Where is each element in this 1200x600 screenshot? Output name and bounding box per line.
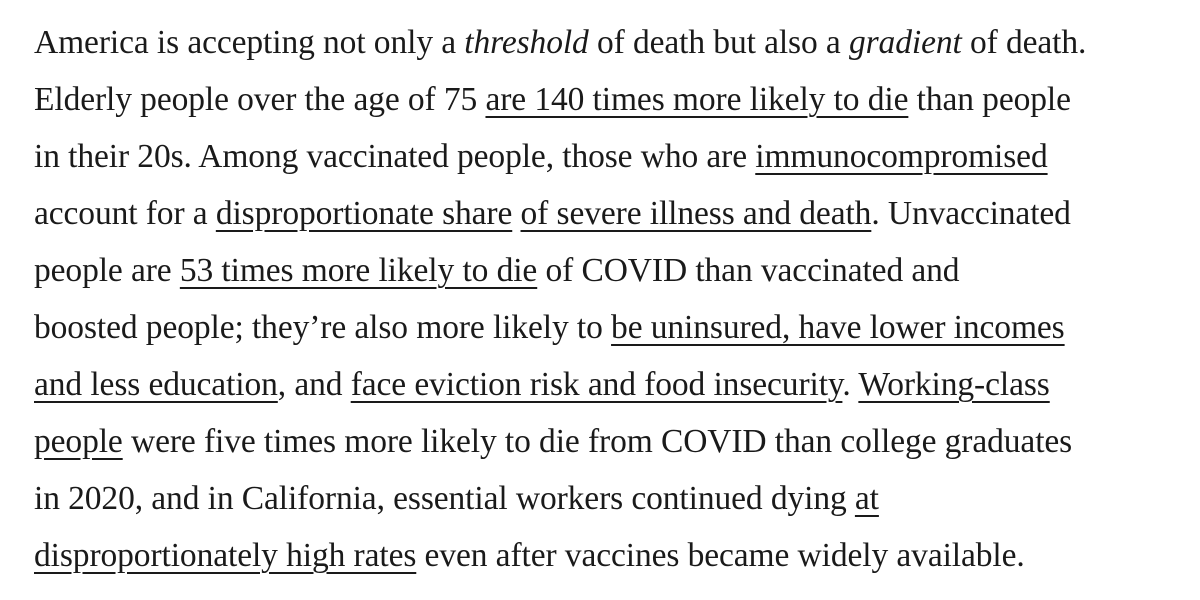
link-eviction-food-insecurity[interactable]: face eviction risk and food insecurity	[350, 366, 843, 403]
text-segment: Elderly people over the age of 75	[34, 81, 486, 118]
text-segment: America is accepting not only a	[34, 24, 465, 61]
text-segment: in 2020, and in California, essential wo…	[34, 480, 855, 517]
text-segment: than people	[908, 81, 1071, 118]
text-line: America is accepting not only a threshol…	[34, 14, 1194, 71]
link-uninsured-lower-incomes[interactable]: be uninsured, have lower incomes	[611, 309, 1065, 346]
text-segment: people are	[34, 252, 180, 289]
emphasis-gradient: gradient	[848, 24, 962, 61]
link-working-class[interactable]: Working-class	[858, 366, 1050, 403]
link-at[interactable]: at	[854, 480, 879, 517]
link-immunocompromised[interactable]: immunocompromised	[755, 138, 1048, 175]
text-segment: of COVID than vaccinated and	[537, 252, 960, 289]
text-line: disproportionately high rates even after…	[34, 527, 1194, 584]
emphasis-threshold: threshold	[464, 24, 589, 61]
text-segment: , and	[277, 366, 351, 403]
text-segment: in their 20s. Among vaccinated people, t…	[34, 138, 756, 175]
text-segment: .	[842, 366, 859, 403]
text-segment: of death.	[961, 24, 1087, 61]
link-disproportionately-high-rates[interactable]: disproportionately high rates	[34, 537, 417, 574]
link-disproportionate-share[interactable]: disproportionate share	[215, 195, 513, 232]
text-segment: even after vaccines became widely availa…	[416, 537, 1025, 574]
link-severe-illness-death[interactable]: of severe illness and death	[520, 195, 872, 232]
text-line: people are 53 times more likely to die o…	[34, 242, 1194, 299]
text-line: in their 20s. Among vaccinated people, t…	[34, 128, 1194, 185]
link-140-times-likely[interactable]: are 140 times more likely to die	[485, 81, 909, 118]
text-segment	[512, 195, 520, 232]
text-segment: . Unvaccinated	[871, 195, 1071, 232]
text-line: account for a disproportionate share of …	[34, 185, 1194, 242]
link-working-class-people[interactable]: people	[34, 423, 123, 460]
text-line: Elderly people over the age of 75 are 14…	[34, 71, 1194, 128]
text-line: boosted people; they’re also more likely…	[34, 299, 1194, 356]
text-segment: of death but also a	[588, 24, 849, 61]
text-line: people were five times more likely to di…	[34, 413, 1194, 470]
article-paragraph: America is accepting not only a threshol…	[34, 0, 1194, 584]
link-less-education[interactable]: and less education	[34, 366, 278, 403]
link-53-times-likely[interactable]: 53 times more likely to die	[179, 252, 538, 289]
text-segment: were five times more likely to die from …	[122, 423, 1073, 460]
text-line: and less education, and face eviction ri…	[34, 356, 1194, 413]
text-line: in 2020, and in California, essential wo…	[34, 470, 1194, 527]
text-segment: account for a	[34, 195, 216, 232]
text-segment: boosted people; they’re also more likely…	[34, 309, 612, 346]
